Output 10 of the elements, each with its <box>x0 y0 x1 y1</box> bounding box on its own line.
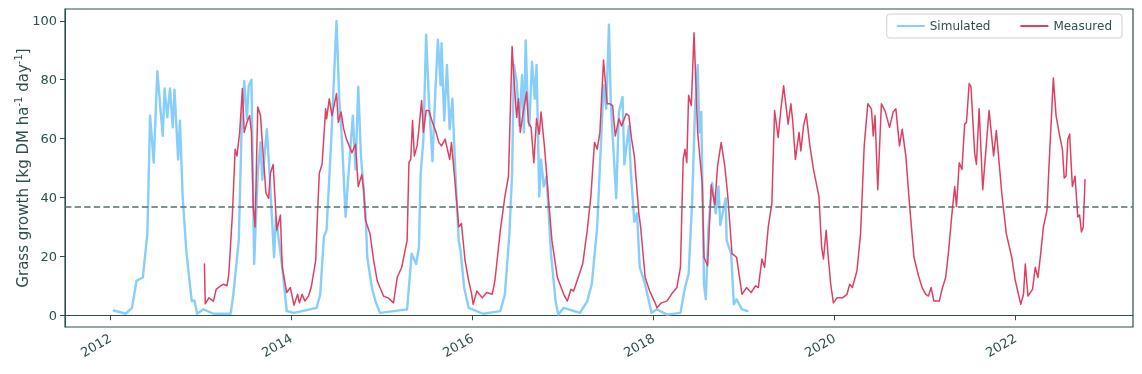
y-tick-label: 60 <box>40 131 57 147</box>
legend-label: Simulated <box>929 19 991 33</box>
y-tick-label: 40 <box>40 189 57 205</box>
y-tick-label: 20 <box>40 248 57 264</box>
y-tick-label: 100 <box>32 13 57 29</box>
y-tick-label: 80 <box>40 72 57 88</box>
legend-label: Measured <box>1053 19 1113 33</box>
y-tick-label: 0 <box>48 307 57 323</box>
line-series <box>112 19 749 316</box>
line-series <box>203 32 1086 309</box>
